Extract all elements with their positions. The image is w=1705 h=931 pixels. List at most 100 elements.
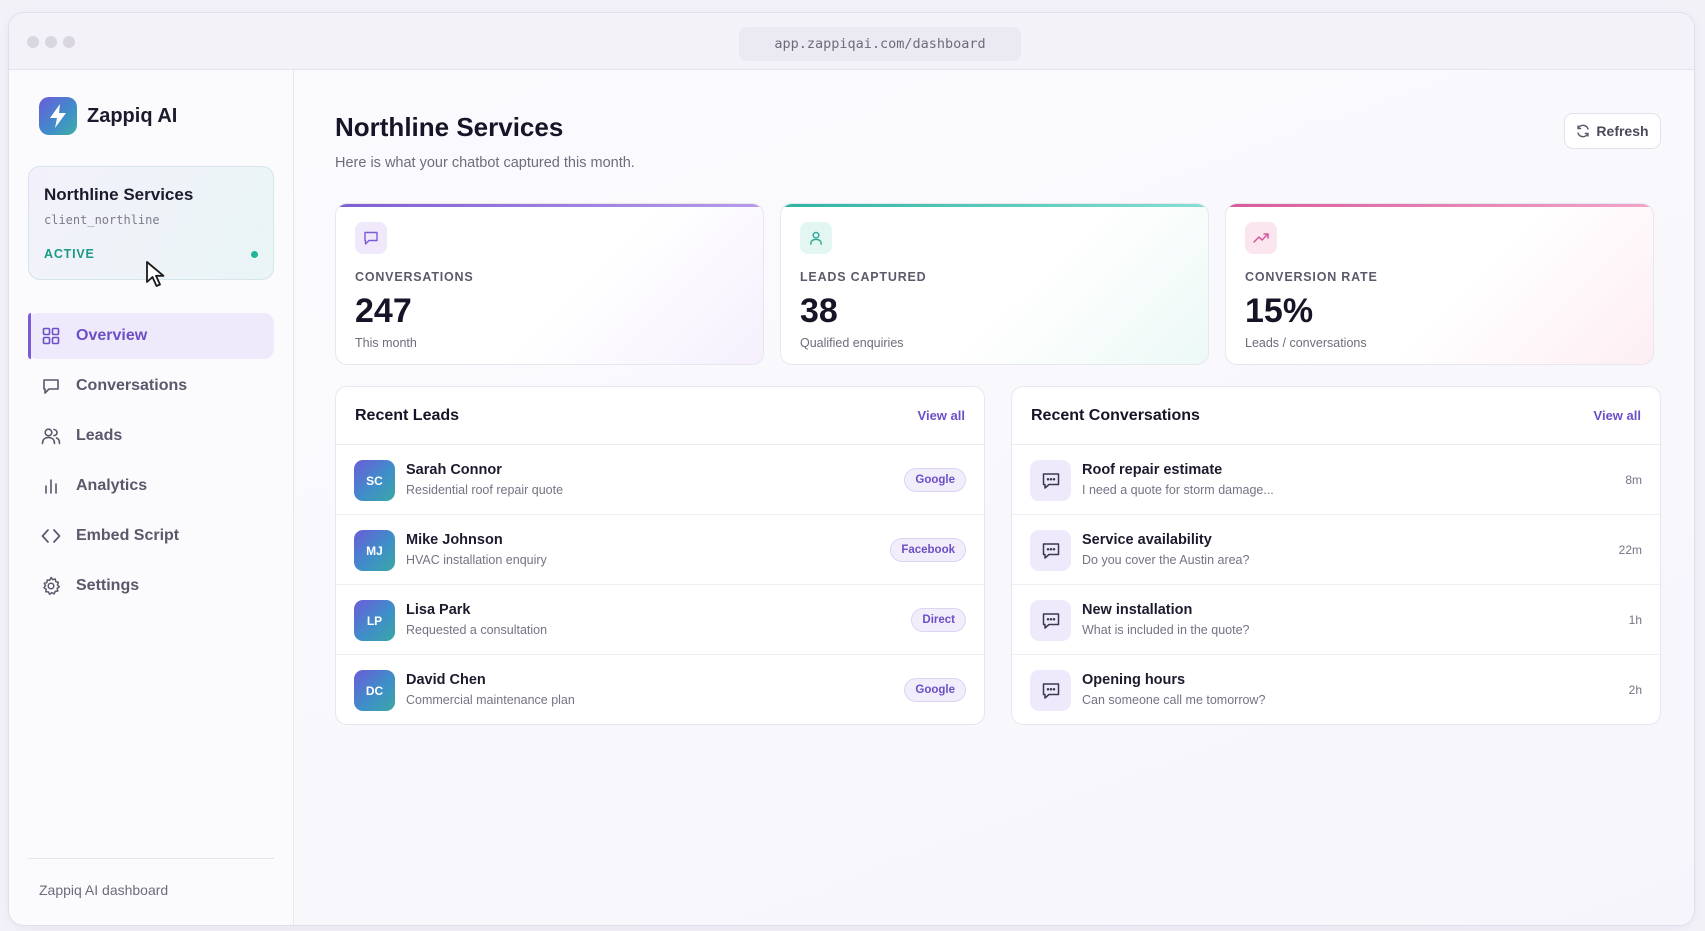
client-card[interactable]: Northline Services client_northline ACTI… xyxy=(28,166,274,280)
conversation-row[interactable]: Service availability Do you cover the Au… xyxy=(1012,515,1660,585)
window-close-dot[interactable] xyxy=(27,36,39,48)
grid-icon xyxy=(41,326,61,346)
sidebar-item-overview[interactable]: Overview xyxy=(28,313,274,359)
panel-title: Recent Conversations xyxy=(1031,407,1200,424)
sidebar-item-label: Settings xyxy=(76,577,140,594)
lead-name: Sarah Connor xyxy=(406,462,502,478)
sidebar-item-label: Leads xyxy=(76,427,123,444)
lead-row[interactable]: SC Sarah Connor Residential roof repair … xyxy=(336,445,984,515)
recent-leads-panel: Recent Leads View all SC Sarah Connor Re… xyxy=(335,386,985,725)
sidebar-item-settings[interactable]: Settings xyxy=(28,563,274,609)
lead-desc: HVAC installation enquiry xyxy=(406,553,547,567)
recent-conversations-panel: Recent Conversations View all Roof repai… xyxy=(1011,386,1661,725)
client-name: Northline Services xyxy=(44,185,194,204)
sidebar: Zappiq AI Northline Services client_nort… xyxy=(9,70,294,925)
users-icon xyxy=(41,426,61,446)
avatar: LP xyxy=(354,600,395,641)
conversation-preview: I need a quote for storm damage... xyxy=(1082,483,1274,497)
source-badge: Google xyxy=(904,678,966,702)
stat-accent-bar xyxy=(1226,204,1653,207)
avatar: DC xyxy=(354,670,395,711)
main-content: Northline Services Here is what your cha… xyxy=(295,70,1694,925)
conversation-preview: What is included in the quote? xyxy=(1082,623,1250,637)
chat-bubble-icon xyxy=(41,376,61,396)
panel-title: Recent Leads xyxy=(355,407,460,424)
sidebar-item-label: Conversations xyxy=(76,377,188,394)
code-icon xyxy=(41,526,61,546)
message-icon xyxy=(1030,460,1071,501)
stat-value: 247 xyxy=(355,292,412,330)
client-id: client_northline xyxy=(44,213,160,227)
lead-name: Lisa Park xyxy=(406,602,471,618)
conversation-row[interactable]: Opening hours Can someone call me tomorr… xyxy=(1012,655,1660,724)
mouse-cursor-icon xyxy=(145,260,169,293)
lead-row[interactable]: MJ Mike Johnson HVAC installation enquir… xyxy=(336,515,984,585)
title-bar: app.zappiqai.com/dashboard xyxy=(9,13,1694,70)
trending-up-icon xyxy=(1245,222,1277,254)
browser-window: app.zappiqai.com/dashboard Zappiq AI Nor… xyxy=(8,12,1695,926)
sidebar-item-embed-script[interactable]: Embed Script xyxy=(28,513,274,559)
status-dot-icon xyxy=(251,251,258,258)
sidebar-item-conversations[interactable]: Conversations xyxy=(28,363,274,409)
conversation-title: Service availability xyxy=(1082,532,1212,548)
conversation-preview: Can someone call me tomorrow? xyxy=(1082,693,1266,707)
lead-name: Mike Johnson xyxy=(406,532,503,548)
conversation-row[interactable]: New installation What is included in the… xyxy=(1012,585,1660,655)
bar-chart-icon xyxy=(41,476,61,496)
sidebar-item-analytics[interactable]: Analytics xyxy=(28,463,274,509)
message-icon xyxy=(1030,530,1071,571)
stat-label: CONVERSION RATE xyxy=(1245,270,1378,284)
refresh-button[interactable]: Refresh xyxy=(1564,113,1661,149)
view-all-leads-link[interactable]: View all xyxy=(917,408,965,423)
stat-label: LEADS CAPTURED xyxy=(800,270,927,284)
address-bar[interactable]: app.zappiqai.com/dashboard xyxy=(739,27,1021,61)
refresh-label: Refresh xyxy=(1596,123,1649,139)
brand-name: Zappiq AI xyxy=(87,104,178,127)
panel-header: Recent Conversations View all xyxy=(1012,387,1660,445)
avatar: SC xyxy=(354,460,395,501)
sidebar-item-label: Analytics xyxy=(76,477,148,494)
lead-desc: Commercial maintenance plan xyxy=(406,693,575,707)
sidebar-divider xyxy=(28,858,274,859)
sidebar-item-label: Overview xyxy=(76,327,148,344)
conversation-time: 22m xyxy=(1618,543,1642,557)
sidebar-item-label: Embed Script xyxy=(76,527,180,544)
gear-icon xyxy=(41,576,61,596)
conversation-preview: Do you cover the Austin area? xyxy=(1082,553,1250,567)
lead-desc: Residential roof repair quote xyxy=(406,483,564,497)
stat-sub: Qualified enquiries xyxy=(800,336,904,350)
stat-accent-bar xyxy=(781,204,1208,207)
stat-card-leads: LEADS CAPTURED 38 Qualified enquiries xyxy=(780,203,1209,365)
sidebar-item-leads[interactable]: Leads xyxy=(28,413,274,459)
view-all-conversations-link[interactable]: View all xyxy=(1593,408,1641,423)
chat-bubble-icon xyxy=(355,222,387,254)
lightning-logo-icon xyxy=(39,97,77,135)
conversation-title: Roof repair estimate xyxy=(1082,462,1223,478)
lead-desc: Requested a consultation xyxy=(406,623,548,637)
lead-row[interactable]: LP Lisa Park Requested a consultation Di… xyxy=(336,585,984,655)
window-minimize-dot[interactable] xyxy=(45,36,57,48)
brand[interactable]: Zappiq AI xyxy=(39,97,177,135)
stat-value: 15% xyxy=(1245,292,1314,330)
conversation-title: Opening hours xyxy=(1082,672,1186,688)
source-badge: Google xyxy=(904,468,966,492)
message-icon xyxy=(1030,600,1071,641)
conversation-time: 1h xyxy=(1628,613,1642,627)
source-badge: Facebook xyxy=(890,538,966,562)
conversation-title: New installation xyxy=(1082,602,1193,618)
message-icon xyxy=(1030,670,1071,711)
sidebar-footer: Zappiq AI dashboard xyxy=(39,882,169,898)
client-status: ACTIVE xyxy=(44,247,95,261)
page-title: Northline Services xyxy=(335,112,564,142)
window-maximize-dot[interactable] xyxy=(63,36,75,48)
user-icon xyxy=(800,222,832,254)
lead-row[interactable]: DC David Chen Commercial maintenance pla… xyxy=(336,655,984,724)
sidebar-nav: Overview Conversations Leads Analytics xyxy=(28,313,274,613)
conversation-row[interactable]: Roof repair estimate I need a quote for … xyxy=(1012,445,1660,515)
source-badge: Direct xyxy=(911,608,966,632)
conversation-time: 8m xyxy=(1625,473,1642,487)
stat-label: CONVERSATIONS xyxy=(355,270,474,284)
conversation-time: 2h xyxy=(1628,683,1642,697)
refresh-icon xyxy=(1577,124,1590,138)
lead-name: David Chen xyxy=(406,672,486,688)
